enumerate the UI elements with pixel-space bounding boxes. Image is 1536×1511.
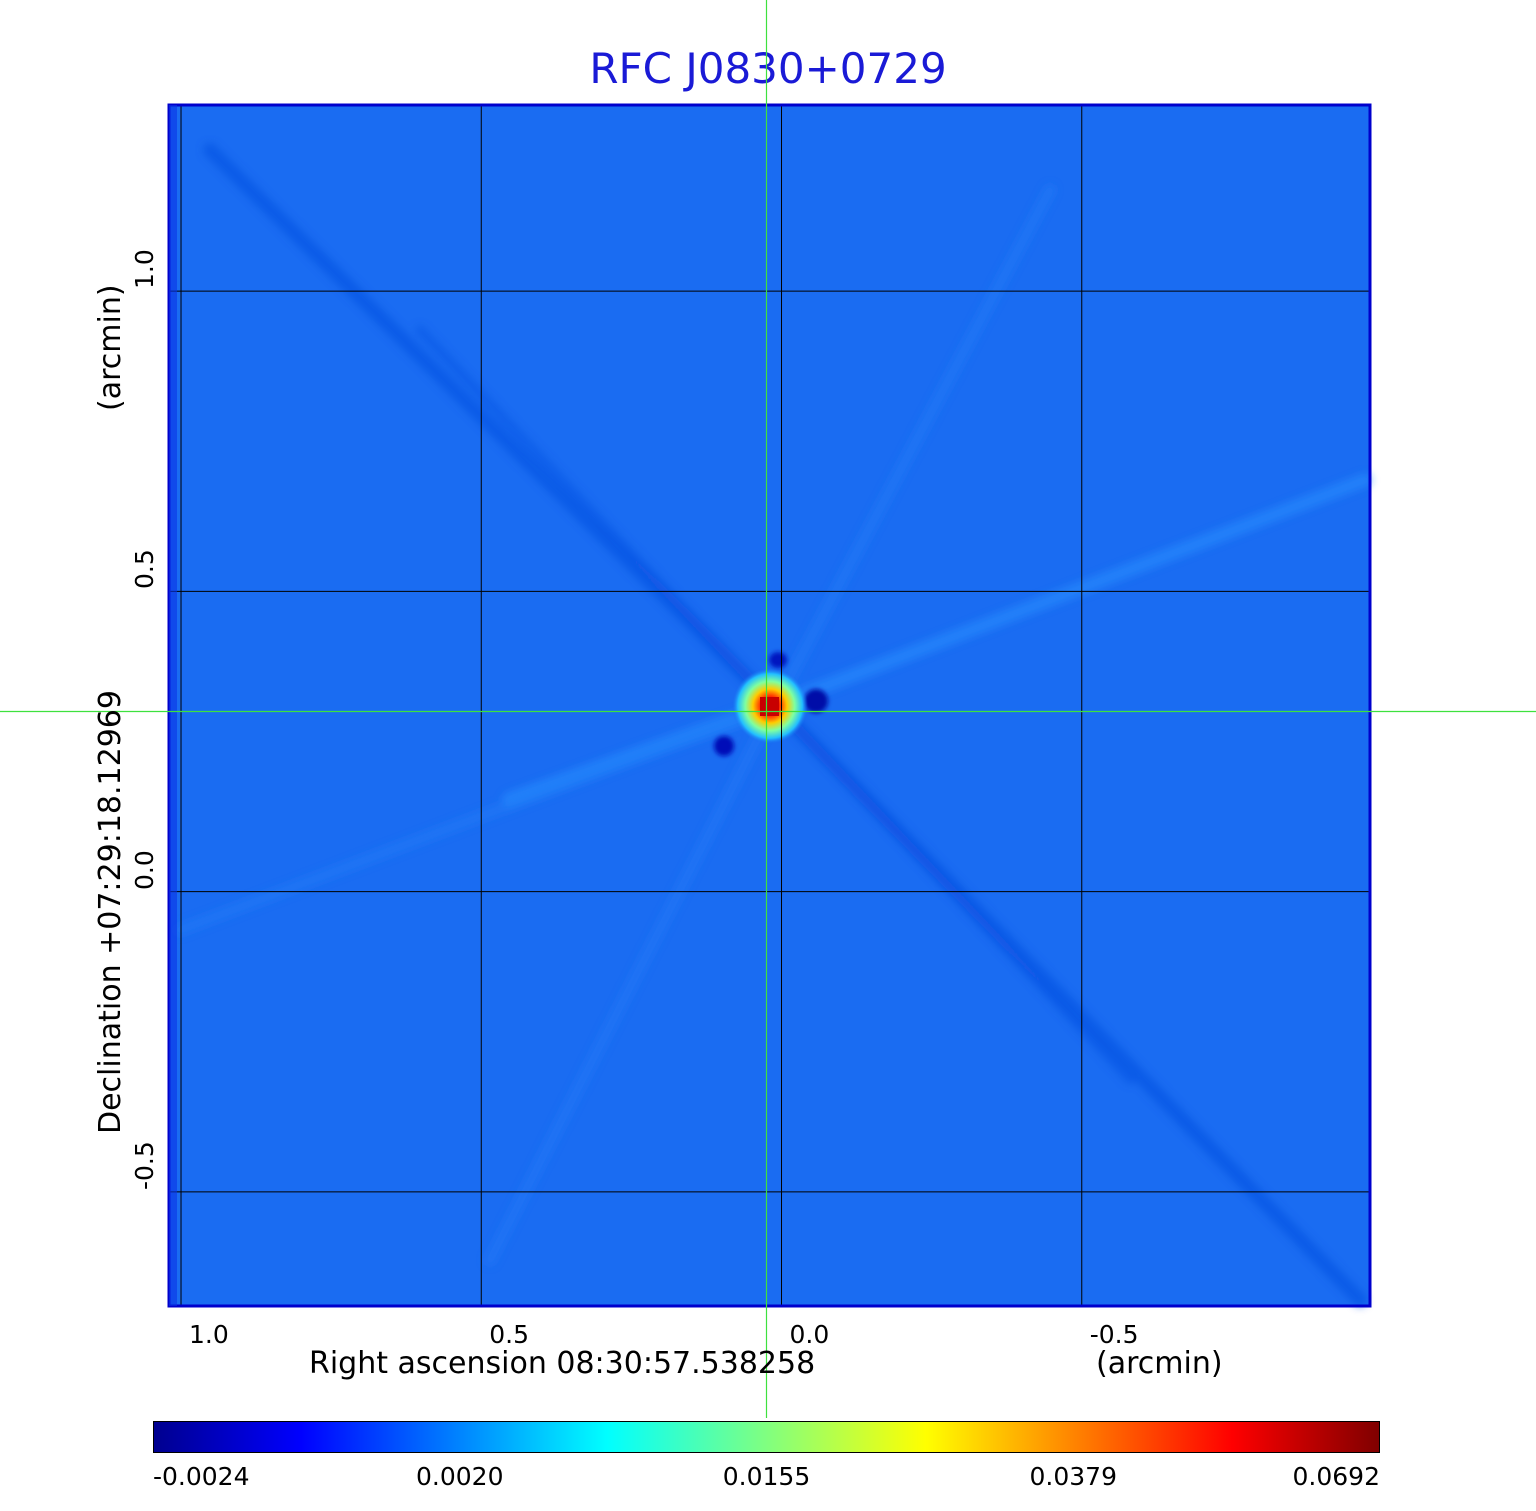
y-axis-label: Declination +07:29:18.12969 xyxy=(93,690,128,1134)
colorbar-tick-label: 0.0692 xyxy=(1292,1462,1380,1491)
x-tick-label: -0.5 xyxy=(1089,1320,1139,1349)
colorbar xyxy=(153,1421,1380,1453)
x-axis-label: Right ascension 08:30:57.538258 xyxy=(309,1346,816,1381)
colorbar-tick-label: -0.0024 xyxy=(153,1462,250,1491)
negative-lobes xyxy=(714,652,828,756)
colorbar-tick-label: 0.0020 xyxy=(416,1462,504,1491)
chart-title: RFC J0830+0729 xyxy=(589,44,947,93)
x-axis-unit: (arcmin) xyxy=(1096,1346,1223,1381)
x-tick-label: 0.0 xyxy=(789,1320,830,1349)
colorbar-tick-label: 0.0379 xyxy=(1029,1462,1117,1491)
sidelobe-streaks xyxy=(174,143,1372,1307)
y-tick-label: -0.5 xyxy=(130,1141,159,1190)
y-tick-label: 1.0 xyxy=(130,249,159,290)
y-tick-label: 0.5 xyxy=(130,549,159,590)
colorbar-tick-label: 0.0155 xyxy=(722,1462,811,1491)
source-peak-core xyxy=(760,697,779,716)
y-axis-unit: (arcmin) xyxy=(93,284,128,411)
y-tick-label: 0.0 xyxy=(130,849,159,890)
x-tick-label: 1.0 xyxy=(189,1320,229,1349)
x-tick-label: 0.5 xyxy=(489,1320,530,1349)
grid-lines xyxy=(169,105,1370,1306)
